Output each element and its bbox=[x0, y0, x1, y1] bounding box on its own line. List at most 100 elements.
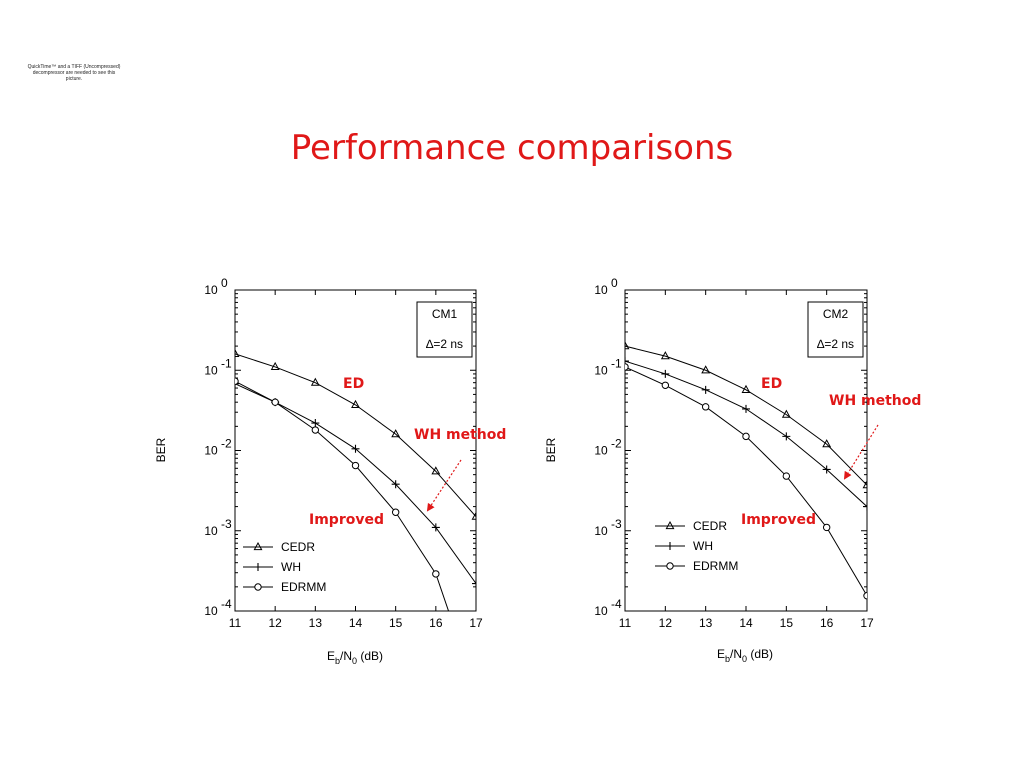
legend-marker bbox=[666, 562, 674, 570]
x-tick-label: 14 bbox=[739, 616, 753, 630]
annotation-arrow bbox=[426, 459, 462, 512]
legend-marker bbox=[666, 542, 674, 550]
series-line-wh bbox=[235, 383, 476, 584]
channel-info-box bbox=[807, 301, 864, 358]
data-point-edrmm bbox=[235, 377, 239, 385]
series-wh bbox=[625, 357, 867, 511]
series-cedr bbox=[625, 341, 867, 489]
legend-marker bbox=[665, 520, 675, 530]
y-tick-label: 10 bbox=[204, 524, 218, 538]
data-point-edrmm bbox=[782, 472, 791, 480]
data-point-edrmm bbox=[701, 403, 710, 411]
data-point-cedr bbox=[310, 377, 320, 386]
data-point-cedr bbox=[701, 365, 711, 374]
y-tick-label: 10 bbox=[204, 363, 218, 377]
data-point-cedr bbox=[431, 466, 441, 475]
channel-model-label: CM2 bbox=[823, 307, 849, 321]
y-tick-label: 10 bbox=[594, 283, 608, 297]
legend-label: WH bbox=[693, 539, 713, 553]
data-point-edrmm bbox=[351, 461, 360, 470]
legend-item-cedr: CEDR bbox=[243, 540, 315, 554]
x-tick-label: 14 bbox=[349, 616, 363, 630]
y-tick-label: 10 bbox=[204, 604, 218, 618]
data-point-wh bbox=[782, 432, 791, 441]
annotation-wh-method: WH method bbox=[829, 393, 921, 409]
data-point-cedr bbox=[625, 341, 630, 350]
series-cedr bbox=[235, 348, 476, 520]
x-tick-label: 15 bbox=[780, 616, 794, 630]
y-tick-exponent: 0 bbox=[611, 276, 618, 290]
data-point-cedr bbox=[235, 348, 240, 357]
data-point-wh bbox=[661, 369, 670, 378]
data-point-edrmm bbox=[311, 426, 320, 434]
annotation-ed: ED bbox=[343, 376, 364, 392]
legend-item-cedr: CEDR bbox=[655, 519, 727, 533]
legend-label: EDRMM bbox=[693, 559, 738, 573]
data-point-edrmm bbox=[432, 570, 440, 578]
legend-marker bbox=[253, 541, 263, 551]
x-tick-label: 16 bbox=[429, 616, 443, 630]
delta-label: ∆=2 ns bbox=[426, 337, 463, 351]
series-wh bbox=[235, 379, 476, 588]
y-tick-exponent: -4 bbox=[611, 597, 622, 611]
x-axis-label: Eb/N0 (dB) bbox=[327, 649, 383, 666]
legend-label: CEDR bbox=[693, 519, 727, 533]
data-point-wh bbox=[472, 579, 476, 588]
y-tick-exponent: -4 bbox=[221, 597, 232, 611]
data-point-edrmm bbox=[863, 592, 867, 600]
data-point-cedr bbox=[781, 409, 791, 418]
annotation-improved: Improved bbox=[741, 512, 816, 528]
data-point-wh bbox=[391, 480, 400, 489]
y-axis-label: BER bbox=[544, 437, 558, 462]
data-point-cedr bbox=[822, 439, 832, 448]
x-tick-label: 16 bbox=[820, 616, 834, 630]
x-tick-label: 12 bbox=[659, 616, 673, 630]
legend-label: EDRMM bbox=[281, 580, 326, 594]
series-line-cedr bbox=[625, 345, 867, 486]
x-tick-label: 11 bbox=[619, 616, 632, 630]
legend-item-wh: WH bbox=[655, 539, 713, 553]
legend-marker bbox=[254, 583, 262, 591]
y-axis-label: BER bbox=[154, 437, 168, 462]
y-tick-label: 10 bbox=[204, 444, 218, 458]
channel-info-box bbox=[416, 301, 473, 358]
annotation-wh-method: WH method bbox=[414, 427, 506, 443]
x-tick-label: 13 bbox=[309, 616, 323, 630]
x-tick-label: 17 bbox=[860, 616, 874, 630]
legend-label: CEDR bbox=[281, 540, 315, 554]
data-point-cedr bbox=[391, 429, 401, 438]
legend-label: WH bbox=[281, 560, 301, 574]
legend-item-edrmm: EDRMM bbox=[655, 559, 738, 573]
x-tick-label: 17 bbox=[469, 616, 483, 630]
data-point-wh bbox=[625, 357, 629, 366]
y-tick-exponent: -1 bbox=[221, 356, 232, 370]
data-point-wh bbox=[351, 444, 360, 453]
data-point-wh bbox=[311, 419, 320, 428]
data-point-edrmm bbox=[625, 363, 629, 371]
data-point-cedr bbox=[741, 384, 751, 393]
legend-item-wh: WH bbox=[243, 560, 301, 574]
y-tick-exponent: -3 bbox=[611, 517, 622, 531]
y-tick-label: 10 bbox=[594, 444, 608, 458]
data-point-wh bbox=[701, 385, 710, 394]
data-point-wh bbox=[863, 502, 867, 511]
x-tick-label: 15 bbox=[389, 616, 403, 630]
x-tick-label: 13 bbox=[699, 616, 713, 630]
data-point-edrmm bbox=[742, 432, 750, 441]
data-point-edrmm bbox=[391, 508, 400, 516]
y-tick-exponent: -3 bbox=[221, 517, 232, 531]
y-tick-exponent: -2 bbox=[611, 437, 622, 451]
x-tick-label: 11 bbox=[229, 616, 242, 630]
series-line-cedr bbox=[235, 353, 476, 517]
data-point-wh bbox=[742, 404, 750, 413]
data-point-edrmm bbox=[822, 523, 831, 532]
y-tick-label: 10 bbox=[594, 524, 608, 538]
y-tick-exponent: 0 bbox=[221, 276, 228, 290]
legend-item-edrmm: EDRMM bbox=[243, 580, 326, 594]
missing-image-placeholder-note: QuickTime™ and a TIFF (Uncompressed) dec… bbox=[27, 64, 121, 82]
y-tick-label: 10 bbox=[204, 283, 218, 297]
channel-model-label: CM1 bbox=[432, 307, 458, 321]
